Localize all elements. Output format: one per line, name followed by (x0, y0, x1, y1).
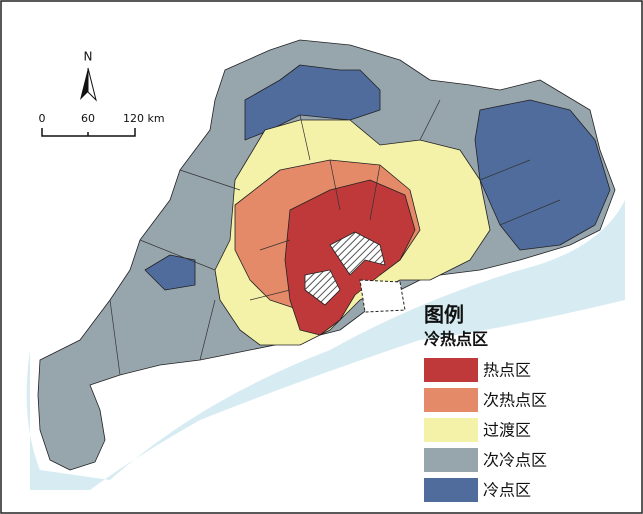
scale-bar (41, 128, 136, 137)
boundary (109, 99, 561, 376)
legend-swatch (424, 358, 478, 382)
excluded-area (359, 279, 406, 313)
legend-swatch (424, 478, 478, 502)
legend-label: 过渡区 (483, 421, 531, 440)
legend-label: 次冷点区 (483, 451, 547, 470)
scale-label: 60 (81, 112, 95, 125)
legend-swatch (424, 418, 478, 442)
legend-title: 图例 (424, 303, 464, 327)
north-arrow (87, 67, 97, 102)
region (144, 254, 196, 291)
region (474, 99, 611, 251)
legend-swatch (424, 448, 478, 472)
legend-label: 热点区 (483, 361, 531, 380)
excluded-area (304, 269, 341, 306)
scale-label: 0 (39, 112, 46, 125)
north-label: N (84, 50, 93, 64)
legend-label: 冷点区 (483, 481, 531, 500)
legend-subtitle: 冷热点区 (424, 330, 488, 349)
legend-swatch (424, 388, 478, 412)
scale-label: 120 km (123, 112, 165, 125)
excluded-area (329, 231, 386, 276)
legend-label: 次热点区 (483, 391, 547, 410)
north-arrow (80, 68, 88, 100)
